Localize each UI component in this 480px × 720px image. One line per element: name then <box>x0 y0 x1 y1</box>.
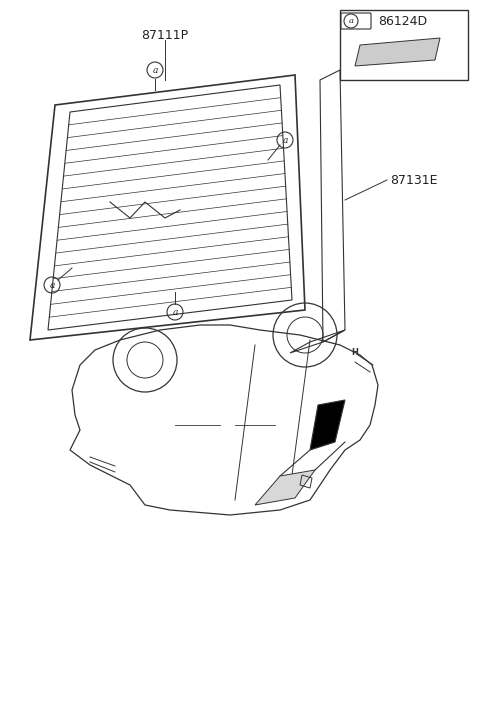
Polygon shape <box>255 470 315 505</box>
Polygon shape <box>310 400 345 450</box>
Text: a: a <box>172 307 178 317</box>
Text: 87111P: 87111P <box>142 29 189 42</box>
Text: 87131E: 87131E <box>390 174 437 186</box>
Text: a: a <box>282 135 288 145</box>
Text: a: a <box>152 66 158 74</box>
FancyBboxPatch shape <box>340 10 468 80</box>
Polygon shape <box>355 38 440 66</box>
Text: 86124D: 86124D <box>378 14 427 27</box>
Text: a: a <box>49 281 55 289</box>
Text: a: a <box>348 17 353 25</box>
Text: H: H <box>351 348 359 356</box>
FancyBboxPatch shape <box>341 13 371 29</box>
